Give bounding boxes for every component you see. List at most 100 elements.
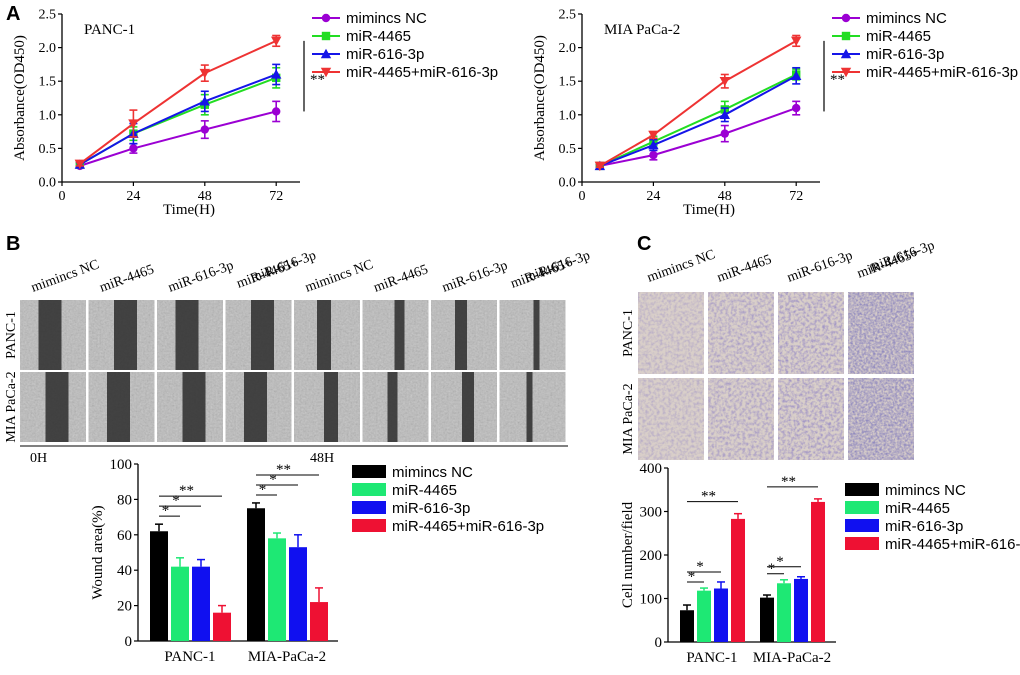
significance-label: ** [276,462,291,478]
transwell-image [778,292,844,374]
data-point [200,125,209,134]
wound-column-label: miR-616-3p [523,248,592,286]
significance-label: * [162,503,170,519]
y-tick-label: 0.5 [559,142,577,157]
y-tick-label: 0 [655,635,663,651]
wound-image [88,372,155,442]
x-tick-label: 72 [269,189,283,204]
legend-marker [841,13,851,23]
legend-label: miR-4465 [346,28,411,45]
y-tick-label: 0.0 [39,176,57,191]
x-tick-label: 48 [198,189,212,204]
bar [268,538,286,641]
transwell-row-label: MIA PaCa-2 [621,383,636,454]
wound-image [362,300,429,370]
y-tick-label: 20 [117,599,132,615]
panel-label-c: C [637,233,651,255]
transwell-tile-texture [778,292,844,374]
legend-label: miR-616-3p [392,500,470,517]
wound-gap [533,300,540,370]
data-point [648,139,659,150]
significance-label: * [259,482,267,498]
data-point [719,109,730,119]
wound-image [225,372,292,442]
legend-marker [841,31,851,41]
bar [171,566,189,641]
legend-swatch [352,465,386,478]
legend-swatch [845,537,879,550]
wound-image [499,300,566,370]
data-point [649,150,658,160]
x-tick-label: 72 [789,189,803,204]
category-label: PANC-1 [164,649,215,665]
wound-row-label: MIA PaCa-2 [4,371,19,442]
wound-image [431,300,497,370]
wound-gap [317,300,331,370]
legend-label: mimincs NC [866,10,947,27]
legend-label: miR-616-3p [346,46,424,63]
data-point [594,161,606,172]
transwell-image [638,292,704,374]
bar [310,602,328,641]
y-axis-label: Wound area(%) [90,505,106,599]
legend-label: miR-4465 [392,482,457,499]
y-tick-label: 1.0 [39,108,57,123]
transwell-image [778,378,844,460]
y-axis-label: Cell number/field [620,501,636,608]
y-tick-label: 2.5 [39,8,57,23]
transwell-tile-texture [708,378,774,460]
wound-gap [114,300,137,370]
x-tick-label: 24 [126,189,140,204]
y-tick-label: 0.0 [559,176,577,191]
wound-image [20,300,86,370]
significance-label: ** [310,72,325,88]
wound-image [225,300,292,370]
y-tick-label: 0.5 [39,142,57,157]
series-line [599,40,797,167]
wound-gap [107,372,130,442]
bar [289,547,307,641]
legend-label: miR-4465+miR-616-3p [346,64,498,81]
transwell-tile-texture [638,292,704,374]
wound-gap [175,300,199,370]
significance-label: * [696,559,704,575]
y-tick-label: 100 [640,592,663,608]
bar [714,588,728,642]
x-tick-label: 48 [718,189,732,204]
y-tick-label: 100 [110,457,133,473]
transwell-column-label: mimincs NC [645,247,717,285]
data-point [720,129,729,138]
significance-label: ** [830,72,845,88]
y-tick-label: 40 [117,563,132,579]
legend-label: miR-616-3p [866,46,944,63]
wound-image [88,300,155,370]
wound-image [294,372,360,442]
bar [811,501,825,642]
transwell-column-label: miR-4465 [715,252,773,286]
legend-label: miR-4465 [885,500,950,517]
wound-image [362,372,429,442]
line-chart-panc1: 0.0 0.5 1.0 1.5 2.0 2.5 0 24 48 72 Time(H) Absorban… [12,8,498,219]
data-point [272,107,281,116]
legend-marker [320,48,332,59]
wound-row-label: PANC-1 [4,311,19,359]
legend-swatch [845,501,879,514]
wound-column-label: miR-4465 [98,262,156,296]
y-axis-label: Absorbance(OD450) [12,35,28,161]
transwell-tile-texture [638,378,704,460]
transwell-tile-texture [848,292,914,374]
wound-tile-texture [499,300,566,370]
transwell-image [638,378,704,460]
panel-label-b: B [6,233,20,255]
y-tick-label: 0 [125,634,133,650]
y-tick-label: 300 [640,505,663,521]
legend-label: mimincs NC [885,482,966,499]
y-tick-label: 2.5 [559,8,577,23]
data-point [271,69,282,79]
y-tick-label: 60 [117,528,132,544]
data-point [648,130,659,141]
wound-gap [526,372,533,442]
bar [794,578,808,642]
